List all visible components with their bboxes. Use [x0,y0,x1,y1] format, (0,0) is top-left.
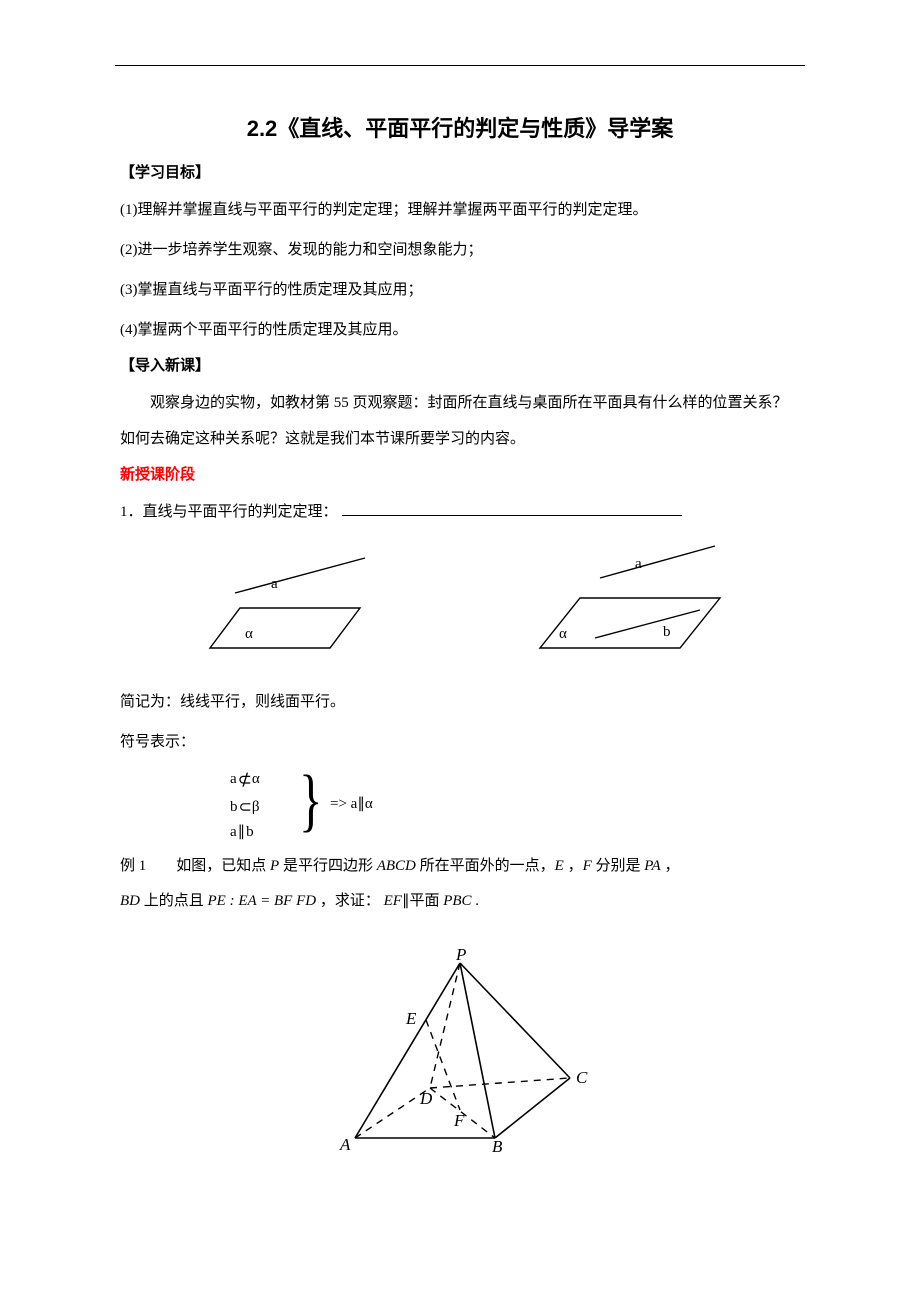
math-l1-b: α [252,771,261,787]
diagrams-row: a α a α b [120,538,800,668]
symbol-expression: a⊄α b⊂β a∥b } => a∥α [230,764,800,846]
math-l1-a: a [230,771,238,787]
document-title: 2.2《直线、平面平行的判定与性质》导学案 [120,111,800,143]
ex-EF: EF [384,893,402,909]
ex-c1: ， [564,858,583,874]
pyramid-diagram: P A B C D E F [310,948,610,1158]
ex-t2: 是平行四边形 [279,858,377,874]
diag1-label-a: a [271,576,278,592]
brace-icon: } [299,762,323,840]
example-line-2: BD 上的点且 PE : EA = BF FD ，求证： EF∥平面 PBC . [120,885,800,918]
theorem-label: 1．直线与平面平行的判定定理： [120,504,338,520]
goal-item-1: (1)理解并掌握直线与平面平行的判定定理；理解并掌握两平面平行的判定定理。 [120,192,800,228]
header-rule [115,65,805,66]
diag2-label-a: a [635,556,642,572]
math-l3: a∥b [230,824,255,840]
ex-t7: ，求证： [316,893,384,909]
math-implies: => a∥α [330,792,373,818]
math-l2-a: b [230,799,239,815]
ex-t4: 分别是 [592,858,645,874]
diagram-line-plane-2: a α b [505,538,745,668]
intro-paragraph: 观察身边的实物，如教材第 55 页观察题：封面所在直线与桌面所在平面具有什么样的… [120,385,800,457]
ex-F: F [583,858,592,874]
goal-item-2: (2)进一步培养学生观察、发现的能力和空间想象能力； [120,232,800,268]
new-lesson-heading: 新授课阶段 [120,463,800,484]
ex-PA: PA [644,858,660,874]
diagram-line-plane-1: a α [175,538,395,668]
pyramid-diagram-wrap: P A B C D E F [120,948,800,1158]
ex-period: . [472,893,480,909]
pyr-C: C [576,1068,588,1087]
pyr-F: F [453,1111,465,1130]
goals-heading: 【学习目标】 [120,161,800,182]
ex-P: P [270,858,279,874]
ex-PBC: PBC [443,893,471,909]
pyr-P: P [455,948,466,964]
goal-item-3: (3)掌握直线与平面平行的性质定理及其应用； [120,272,800,308]
subset-icon: ⊂ [239,799,252,816]
pyr-B: B [492,1137,503,1156]
blank-underline [342,500,682,516]
intro-heading: 【导入新课】 [120,354,800,375]
ex-ABCD: ABCD [377,858,416,874]
example-prefix: 例 1 [120,858,146,874]
short-note: 简记为：线线平行，则线面平行。 [120,684,800,720]
pyr-E: E [405,1009,417,1028]
ex-t6: 上的点且 [140,893,208,909]
ex-BD: BD [120,893,140,909]
page: 2.2《直线、平面平行的判定与性质》导学案 【学习目标】 (1)理解并掌握直线与… [0,0,920,1302]
ex-t5: ， [661,858,680,874]
goal-item-4: (4)掌握两个平面平行的性质定理及其应用。 [120,312,800,348]
ex-t3: 所在平面外的一点， [416,858,555,874]
diag2-label-b: b [663,624,671,640]
ex-t1: 如图，已知点 [176,858,270,874]
pyr-D: D [419,1089,433,1108]
ex-plane: 平面 [409,893,443,909]
pyr-A: A [339,1135,351,1154]
example-line-1: 例 1 如图，已知点 P 是平行四边形 ABCD 所在平面外的一点，E ，F 分… [120,850,800,883]
ex-ratio: PE : EA = BF FD [208,893,317,909]
ex-E: E [555,858,564,874]
diag1-label-alpha: α [245,626,253,642]
symbol-label: 符号表示： [120,724,800,760]
notsubset-icon: ⊄ [238,770,252,789]
math-l2-b: β [252,799,261,815]
diag2-label-alpha: α [559,626,567,642]
theorem-line: 1．直线与平面平行的判定定理： [120,494,800,530]
